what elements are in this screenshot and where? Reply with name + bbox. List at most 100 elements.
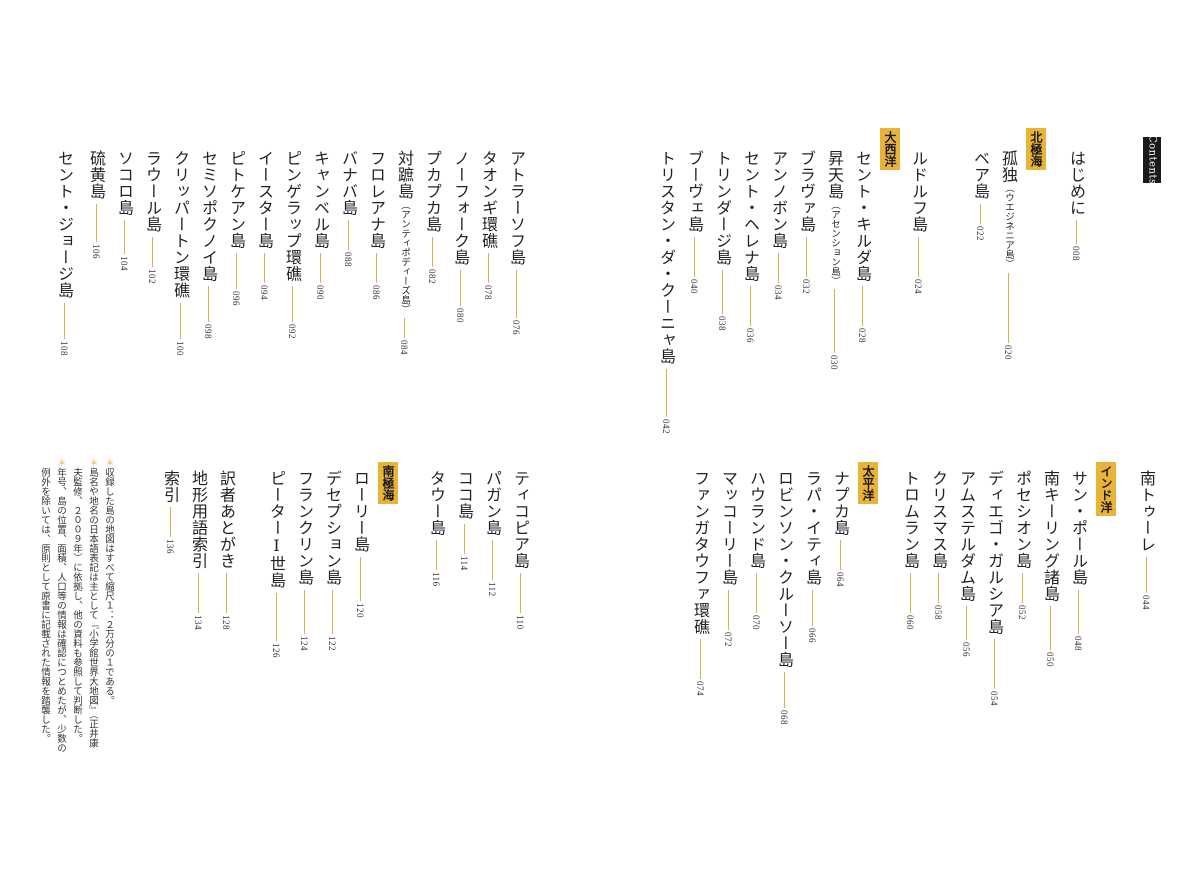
- page-number: 122: [327, 635, 337, 651]
- toc-entry-title: イースター島: [255, 150, 274, 249]
- toc-entry[interactable]: 昇天島 （アセンション島） 030: [825, 150, 844, 370]
- toc-entry[interactable]: セミソポクノイ島 098: [199, 150, 218, 339]
- toc-entry[interactable]: ティコピア島 110: [511, 470, 530, 630]
- page-number: 112: [487, 582, 497, 597]
- toc-entry[interactable]: ラウール島 102: [143, 150, 162, 284]
- toc-entry[interactable]: ファンガタウファ環礁 074: [691, 470, 710, 696]
- footnote-line-2: ＊島名や地名の日本語表記は主として『小学館世界大地図』（正井康: [87, 458, 98, 748]
- toc-entry-note: （アセンション島）: [829, 199, 840, 286]
- toc-entry[interactable]: フランクリン島 124: [295, 470, 314, 651]
- leader-line: [179, 302, 181, 339]
- toc-entry[interactable]: ナプカ島 064: [831, 470, 850, 587]
- toc-entry[interactable]: 硫黄島 106: [87, 150, 106, 259]
- leader-line: [291, 286, 293, 322]
- toc-entry[interactable]: トリスタン・ダ・クーニャ島 042: [657, 150, 676, 434]
- toc-entry-title: 昇天島: [825, 150, 844, 200]
- toc-entry[interactable]: デセプション島 122: [323, 470, 342, 651]
- toc-entry-title: ピンゲラップ環礁: [283, 150, 302, 282]
- section-label-bottom_left-4: 南極海: [378, 462, 398, 504]
- page-number: 082: [427, 268, 437, 284]
- toc-entry[interactable]: ノーフォーク島 080: [451, 150, 470, 323]
- toc-entry[interactable]: ピンゲラップ環礁 092: [283, 150, 302, 339]
- page-number: 110: [515, 615, 525, 630]
- toc-entry[interactable]: イースター島 094: [255, 150, 274, 300]
- toc-entry[interactable]: フロレアナ島 086: [367, 150, 386, 300]
- toc-entry[interactable]: ピーターⅠ世島 126: [267, 470, 286, 658]
- toc-entry[interactable]: ベア島 022: [971, 150, 990, 241]
- toc-entry-title: ファンガタウファ環礁: [691, 470, 710, 635]
- toc-entry[interactable]: パガン島 112: [483, 470, 502, 597]
- toc-entry[interactable]: ピトケアン島 096: [227, 150, 246, 306]
- toc-entry[interactable]: ココ島 114: [455, 470, 474, 570]
- toc-entry-title: デセプション島: [323, 470, 342, 586]
- leader-line: [275, 592, 277, 641]
- page-number: 038: [717, 315, 727, 331]
- page-number: 008: [1071, 246, 1081, 261]
- page-number: 100: [175, 340, 185, 356]
- toc-entry[interactable]: 地形用語索引 134: [189, 470, 208, 630]
- toc-entry[interactable]: ディエゴ・ガルシア島 054: [985, 470, 1004, 706]
- toc-entry[interactable]: プカプカ島 082: [423, 150, 442, 284]
- toc-entry[interactable]: サン・ポール島 048: [1069, 470, 1088, 651]
- section-label-top_right-1: 北極海: [1026, 128, 1046, 170]
- toc-entry[interactable]: タウー島 116: [427, 470, 446, 587]
- page-number: 090: [315, 285, 325, 300]
- leader-line: [839, 540, 841, 570]
- page-number: 104: [119, 256, 129, 271]
- toc-entry[interactable]: ルドルフ島 024: [909, 150, 928, 294]
- footnote: ＊収録した島の地図はすべて縮尺１：２万分の１である。 ＊島名や地名の日本語表記は…: [36, 458, 116, 778]
- toc-entry[interactable]: ロビンソン・クルーソー島 068: [775, 470, 794, 725]
- toc-entry[interactable]: アトラーソフ島 076: [507, 150, 526, 335]
- toc-entry[interactable]: トロムラン島 060: [901, 470, 920, 630]
- leader-line: [519, 573, 521, 613]
- toc-entry[interactable]: マッコーリー島 072: [719, 470, 738, 647]
- toc-entry-title: 硫黄島: [87, 150, 106, 200]
- toc-entry[interactable]: タオンギ環礁 078: [479, 150, 498, 300]
- toc-entry[interactable]: ブラヴァ島 032: [797, 150, 816, 294]
- toc-entry-title: バナバ島: [339, 150, 358, 216]
- toc-entry[interactable]: ソコロ島 104: [115, 150, 134, 271]
- footnote-line-1: ＊収録した島の地図はすべて縮尺１：２万分の１である。: [103, 458, 114, 705]
- toc-entry[interactable]: 南キーリング諸島 050: [1041, 470, 1060, 667]
- leader-line: [755, 573, 757, 613]
- toc-entry[interactable]: ポセシオン島 052: [1013, 470, 1032, 620]
- toc-entry[interactable]: ブーヴェ島 040: [685, 150, 704, 294]
- toc-entry[interactable]: キャンベル島 090: [311, 150, 330, 300]
- toc-entry-title: ブーヴェ島: [685, 150, 704, 233]
- toc-entry[interactable]: 訳者あとがき 128: [217, 470, 236, 630]
- footnote-line-4: ＊年号、島の位置、面積、人口等の情報は確認につとめたが、少数の: [55, 458, 66, 753]
- toc-entry[interactable]: ハウランド島 070: [747, 470, 766, 630]
- page-number: 134: [193, 615, 203, 630]
- page-number: 136: [165, 539, 175, 554]
- toc-entry[interactable]: 孤独 （ウエジネニア島） 020: [999, 150, 1018, 360]
- toc-entry[interactable]: セント・キルダ島 028: [853, 150, 872, 343]
- toc-entry-title: ポセシオン島: [1013, 470, 1032, 569]
- page-number: 036: [745, 328, 755, 343]
- toc-entry[interactable]: 南トゥーレ 044: [1137, 470, 1156, 610]
- leader-line: [749, 286, 751, 326]
- toc-entry[interactable]: トリンダージ島 038: [713, 150, 732, 331]
- toc-entry[interactable]: バナバ島 088: [339, 150, 358, 267]
- toc-entry[interactable]: セント・ヘレナ島 036: [741, 150, 760, 343]
- leader-line: [917, 236, 919, 277]
- toc-entry[interactable]: はじめに 008: [1067, 150, 1086, 261]
- toc-entry[interactable]: クリスマス島 058: [929, 470, 948, 620]
- toc-entry[interactable]: アムステルダム島 056: [957, 470, 976, 657]
- toc-entry[interactable]: 対蹠島 （アンティポディーズ島） 084: [395, 150, 414, 355]
- leader-line: [805, 236, 807, 277]
- page-number: 116: [431, 572, 441, 587]
- toc-entry[interactable]: クリッパートン環礁 100: [171, 150, 190, 356]
- toc-entry-title: 南キーリング諸島: [1041, 470, 1060, 602]
- toc-entry-title: トリンダージ島: [713, 150, 732, 266]
- toc-entry[interactable]: アンノボン島 034: [769, 150, 788, 300]
- toc-entry[interactable]: ローリー島 120: [351, 470, 370, 618]
- leader-line: [375, 253, 377, 283]
- page-number: 102: [147, 268, 157, 284]
- toc-entry[interactable]: セント・ジョージ島 108: [55, 150, 74, 356]
- leader-line: [1077, 589, 1079, 634]
- toc-entry[interactable]: 索引 136: [161, 470, 180, 554]
- leader-line: [515, 269, 517, 318]
- toc-entry[interactable]: ラパ・イティ島 066: [803, 470, 822, 643]
- toc-entry-title: ディエゴ・ガルシア島: [985, 470, 1004, 635]
- toc-entry-title: タオンギ環礁: [479, 150, 498, 249]
